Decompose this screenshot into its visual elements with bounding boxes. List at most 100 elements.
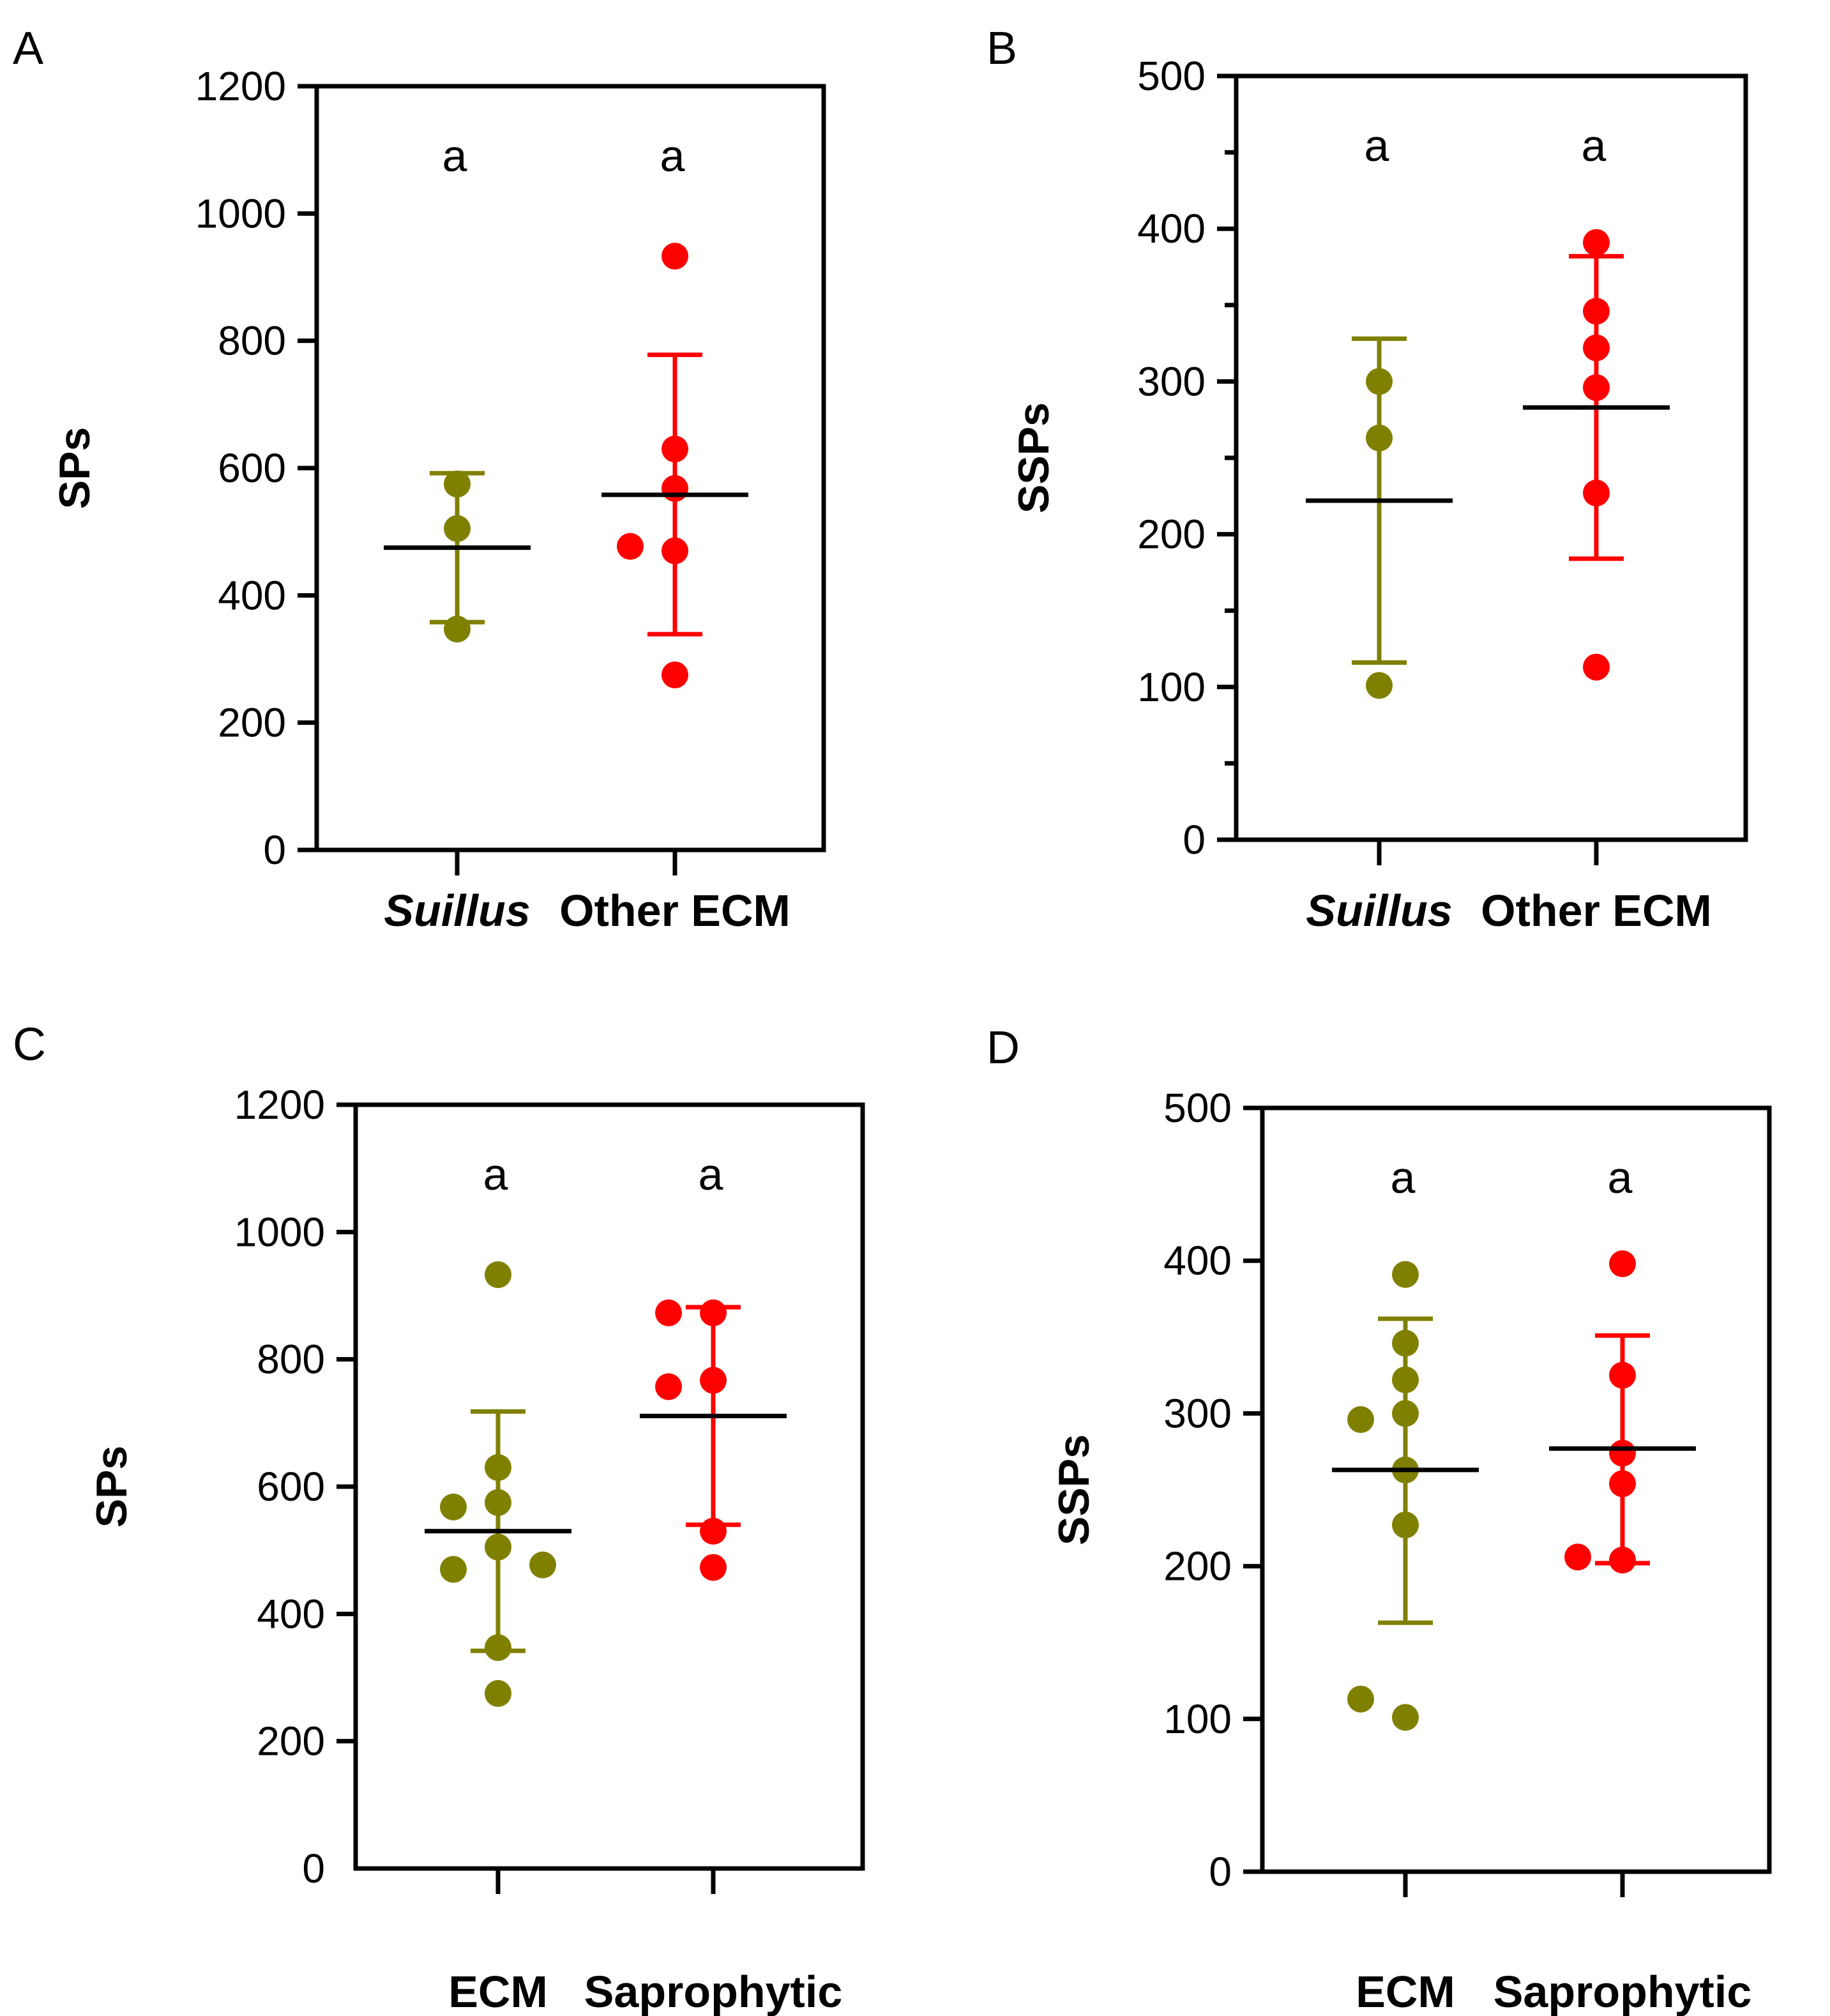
y-axis-title: SPs <box>87 1446 136 1528</box>
data-point <box>444 616 471 643</box>
data-point <box>485 1634 511 1662</box>
data-point <box>1366 672 1393 699</box>
plot-frame <box>353 1102 865 1871</box>
y-tick-label: 1000 <box>234 1209 325 1255</box>
plot-frame <box>314 84 826 853</box>
data-point <box>440 1493 467 1520</box>
data-point <box>485 1454 511 1482</box>
panel-letter: B <box>987 23 1017 74</box>
significance-letter: a <box>1582 121 1607 171</box>
data-point <box>1609 1361 1636 1389</box>
data-point <box>1366 368 1393 395</box>
data-point <box>700 1517 727 1545</box>
x-category-label: ECM <box>448 1967 548 2016</box>
y-tick-label: 200 <box>1163 1543 1232 1589</box>
y-tick-label: 400 <box>218 572 286 618</box>
panel-d: D 0 100 200 300 400 500 SSPs ECM a Saprophytic a <box>987 1022 1772 2016</box>
significance-letter: a <box>660 131 685 181</box>
panel-a: A 0 200 400 600 800 1000 1200 SPs Suillus a Other E… <box>13 23 826 936</box>
significance-letter: a <box>1608 1153 1633 1202</box>
panel-letter: C <box>13 1019 46 1070</box>
data-point <box>1609 1439 1636 1467</box>
panel-c: C 200 400 600 800 1000 1200 0 SPs ECM a Saprophytic… <box>13 1019 865 2016</box>
data-point <box>700 1299 727 1326</box>
x-category-label: Saprophytic <box>1493 1967 1752 2016</box>
data-point <box>1392 1330 1419 1357</box>
data-point <box>655 1373 682 1400</box>
data-point <box>700 1554 727 1581</box>
y-tick-label: 800 <box>257 1337 325 1383</box>
data-point <box>1392 1400 1419 1427</box>
data-point <box>662 243 688 270</box>
x-category-label: Saprophytic <box>584 1967 843 2016</box>
y-axis-title: SSPs <box>1010 402 1058 513</box>
data-point <box>444 515 471 542</box>
data-point <box>662 436 688 463</box>
y-tick-label: 0 <box>1209 1849 1232 1895</box>
y-tick-label: 800 <box>218 318 286 364</box>
data-point <box>1609 1470 1636 1497</box>
data-point <box>662 537 688 565</box>
data-point <box>1347 1406 1374 1433</box>
y-tick-label: 500 <box>1137 53 1206 99</box>
data-point <box>1583 653 1610 681</box>
y-tick-label: 200 <box>218 700 286 746</box>
x-category-label: Suillus <box>384 886 530 936</box>
significance-letter: a <box>483 1149 508 1199</box>
data-point <box>655 1299 682 1326</box>
y-tick-label: 1000 <box>195 190 286 236</box>
data-point <box>485 1261 511 1289</box>
significance-letter: a <box>1391 1153 1416 1202</box>
data-point <box>444 470 471 497</box>
y-tick-label: 400 <box>1163 1238 1232 1284</box>
y-tick-label: 1200 <box>234 1082 325 1128</box>
data-point <box>1609 1547 1636 1574</box>
data-point <box>1609 1250 1636 1277</box>
data-point <box>662 661 688 688</box>
plot-frame <box>1260 1105 1772 1874</box>
y-tick-label: 100 <box>1137 664 1206 710</box>
y-axis-title: SPs <box>50 427 99 510</box>
data-point <box>617 533 644 560</box>
data-point <box>1583 229 1610 256</box>
panel-b: B 0 100 200 300 400 500 SSPs Suillus a Other ECM a <box>987 23 1748 936</box>
data-point <box>1583 374 1610 401</box>
y-tick-label: 600 <box>218 445 286 491</box>
data-point <box>1392 1366 1419 1393</box>
significance-letter: a <box>442 131 467 181</box>
y-tick-label: 500 <box>1163 1085 1232 1131</box>
data-point <box>1564 1543 1591 1571</box>
y-tick-label: 400 <box>257 1591 325 1637</box>
x-category-label: ECM <box>1356 1967 1455 2016</box>
data-point <box>485 1489 511 1516</box>
y-tick-label: 0 <box>1183 817 1206 863</box>
y-tick-label: 600 <box>257 1464 325 1510</box>
data-point <box>529 1551 556 1579</box>
data-point <box>700 1367 727 1394</box>
data-point <box>1392 1261 1419 1288</box>
y-tick-label: 1200 <box>195 63 286 109</box>
panel-letter: A <box>13 23 43 74</box>
data-point <box>485 1533 511 1561</box>
y-tick-label: 300 <box>1163 1390 1232 1436</box>
y-tick-label: 200 <box>1137 512 1206 557</box>
y-axis-title: SSPs <box>1050 1434 1098 1545</box>
panel-letter: D <box>987 1022 1020 1073</box>
y-tick-label: 0 <box>263 827 286 873</box>
x-category-label: Suillus <box>1306 886 1452 936</box>
data-point <box>1583 480 1610 507</box>
data-point <box>485 1679 511 1707</box>
data-point <box>1392 1512 1419 1539</box>
y-tick-label: 100 <box>1163 1696 1232 1742</box>
data-point <box>440 1556 467 1583</box>
x-category-label: Other ECM <box>559 886 790 936</box>
y-tick-label: 300 <box>1137 358 1206 404</box>
y-tick-label: 400 <box>1137 206 1206 252</box>
data-point <box>1347 1685 1374 1713</box>
plot-frame <box>1234 73 1748 842</box>
data-point <box>1583 298 1610 325</box>
significance-letter: a <box>1365 121 1389 171</box>
data-point <box>662 474 688 502</box>
x-category-label: Other ECM <box>1481 886 1712 936</box>
y-tick-label: 200 <box>257 1718 325 1764</box>
